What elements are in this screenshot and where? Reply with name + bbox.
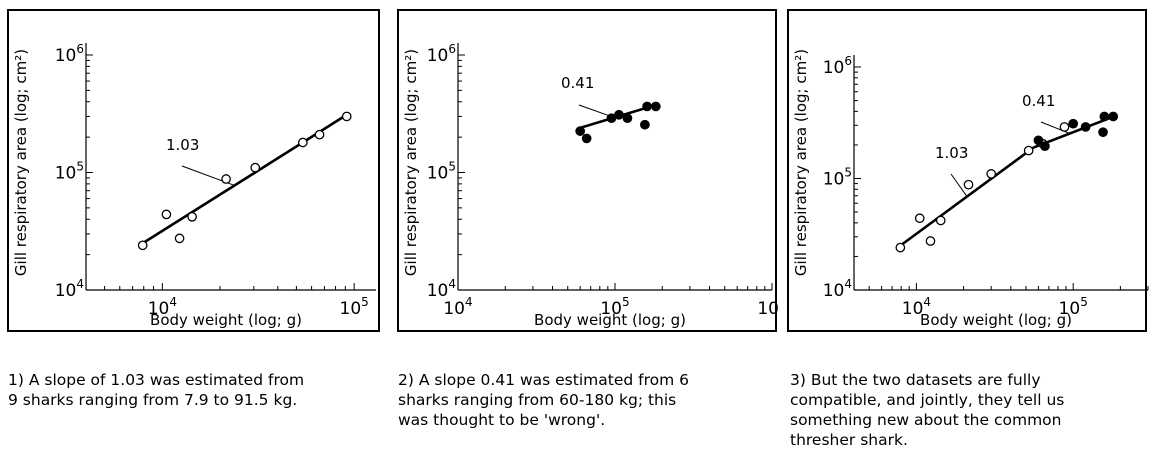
chart-3: 104 105 104 105 106 Body weight (log; g) Gill … xyxy=(787,9,1149,332)
x-axis-label: Body weight (log; g) xyxy=(534,311,686,329)
data-point-open xyxy=(925,236,936,246)
y-tick-label: 106 xyxy=(55,42,84,66)
data-point-filled xyxy=(1108,111,1119,122)
x-axis-label: Body weight (log; g) xyxy=(920,311,1072,329)
data-point-open xyxy=(895,242,906,253)
caption-1: 1) A slope of 1.03 was estimated from 9 … xyxy=(8,371,305,409)
data-point-filled xyxy=(1040,141,1050,152)
data-point-open xyxy=(963,179,974,190)
data-point-open xyxy=(297,137,308,148)
data-point-filled xyxy=(1080,122,1091,132)
data-point-open xyxy=(314,129,325,140)
y-tick-label: 106 xyxy=(823,54,852,78)
data-point-filled xyxy=(1098,127,1108,138)
data-point-filled xyxy=(642,101,652,112)
y-tick-label: 105 xyxy=(427,160,456,184)
chart-panel-3: 104 105 104 105 106 Body weight (log; g) Gill … xyxy=(787,9,1149,332)
y-tick-label: 105 xyxy=(55,160,84,184)
data-point-filled xyxy=(581,133,592,144)
chart-1: 104 105 104 105 106 Body weight (log; g) Gill … xyxy=(7,9,380,332)
x-tick-label: 104 xyxy=(148,295,177,319)
data-point-open xyxy=(1023,145,1034,156)
slope-label: 1.03 xyxy=(166,136,199,154)
x-tick-label: 105 xyxy=(340,295,369,319)
caption-2: 2) A slope 0.41 was estimated from 6 sha… xyxy=(398,371,689,429)
data-point-open xyxy=(137,240,148,251)
y-tick-label: 105 xyxy=(823,166,852,190)
y-tick-label: 106 xyxy=(427,42,456,66)
data-point-open xyxy=(174,233,185,244)
y-tick-label: 104 xyxy=(823,277,852,301)
x-tick-label: 104 xyxy=(443,295,472,319)
x-tick-label: 106 xyxy=(757,295,780,319)
panel-frame xyxy=(787,9,1147,332)
data-point-open xyxy=(250,162,261,173)
slope-label: 0.41 xyxy=(1022,92,1055,110)
x-tick-label: 105 xyxy=(1059,295,1088,319)
data-point-open xyxy=(986,169,997,179)
data-point-open xyxy=(341,111,352,122)
data-point-open xyxy=(187,211,197,222)
chart-panel-1: 104 105 104 105 106 Body weight (log; g) Gill … xyxy=(7,9,380,332)
data-point-open xyxy=(221,174,231,184)
y-axis-label: Gill respiratory area (log; cm²) xyxy=(402,49,420,276)
slope-label: 0.41 xyxy=(561,74,594,92)
y-tick-label: 104 xyxy=(427,277,456,301)
x-tick-label: 105 xyxy=(600,295,629,319)
data-point-filled xyxy=(640,119,650,130)
x-tick-label: 104 xyxy=(902,295,931,319)
data-point-filled xyxy=(1099,111,1110,122)
panel-frame xyxy=(7,9,380,332)
panel-frame xyxy=(397,9,777,332)
slope-label: 1.03 xyxy=(935,144,968,162)
data-point-open xyxy=(914,213,925,224)
data-point-filled xyxy=(650,101,661,112)
chart-2: 104 105 106 104 105 106 Body weight (log; g) Gi… xyxy=(397,9,780,332)
data-point-filled xyxy=(575,126,586,136)
y-axis-label: Gill respiratory area (log; cm²) xyxy=(12,49,30,276)
data-point-filled xyxy=(1068,118,1079,129)
data-point-filled xyxy=(614,109,624,120)
caption-3: 3) But the two datasets are fully compat… xyxy=(790,371,1065,449)
data-point-filled xyxy=(622,113,633,124)
chart-panel-2: 104 105 106 104 105 106 Body weight (log; g) Gi… xyxy=(397,9,780,332)
data-point-filled xyxy=(1033,135,1044,146)
slope-leader-line xyxy=(950,173,968,197)
y-axis-label: Gill respiratory area (log; cm²) xyxy=(792,49,810,276)
fit-line xyxy=(142,113,348,245)
y-tick-label: 104 xyxy=(55,277,84,301)
data-point-open xyxy=(161,209,172,220)
data-point-open xyxy=(1059,122,1070,132)
data-point-open xyxy=(935,215,946,226)
x-axis-label: Body weight (log; g) xyxy=(150,311,302,329)
